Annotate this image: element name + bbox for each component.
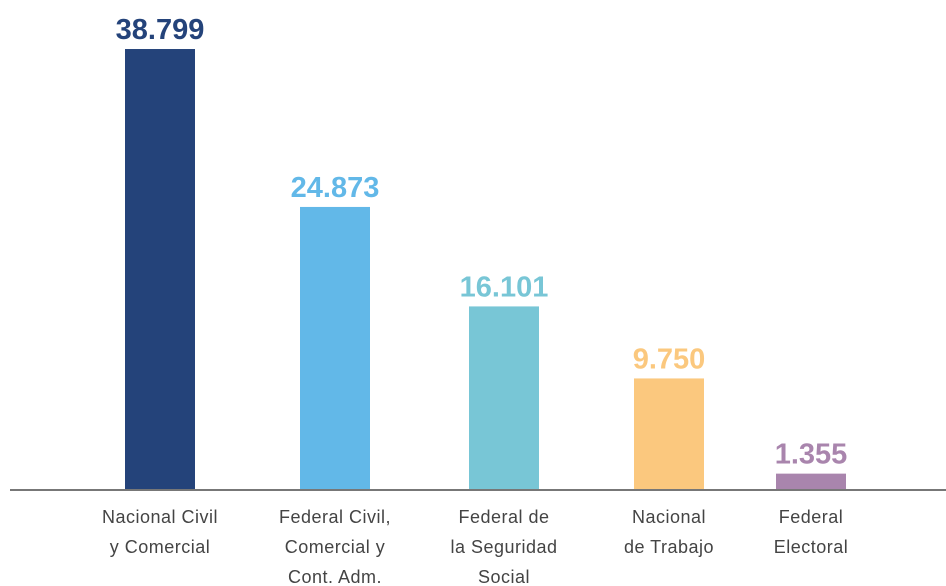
bar <box>776 473 846 489</box>
category-label: la Seguridad <box>450 537 557 557</box>
category-label: Nacional <box>632 507 706 527</box>
category-label: Social <box>478 567 530 586</box>
value-label: 38.799 <box>116 14 205 46</box>
bar <box>300 206 370 489</box>
category-label: Federal <box>779 507 844 527</box>
category-label: Nacional Civil <box>102 507 218 527</box>
value-label: 16.101 <box>460 271 549 303</box>
bar <box>125 49 195 489</box>
category-label: Comercial y <box>285 537 386 557</box>
value-label: 9.750 <box>633 343 706 375</box>
value-label: 1.355 <box>775 439 848 471</box>
value-label: 24.873 <box>291 172 380 204</box>
category-label: y Comercial <box>110 537 211 557</box>
category-label: Cont. Adm. <box>288 567 382 586</box>
bar <box>634 378 704 489</box>
category-label: Electoral <box>774 537 849 557</box>
category-label: Federal Civil, <box>279 507 391 527</box>
category-label: de Trabajo <box>624 537 714 557</box>
category-label: Federal de <box>458 507 549 527</box>
bar <box>469 306 539 489</box>
